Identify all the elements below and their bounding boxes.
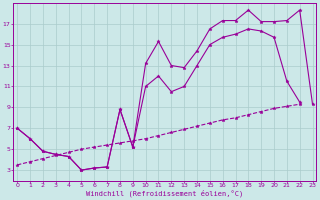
X-axis label: Windchill (Refroidissement éolien,°C): Windchill (Refroidissement éolien,°C) <box>86 190 244 197</box>
